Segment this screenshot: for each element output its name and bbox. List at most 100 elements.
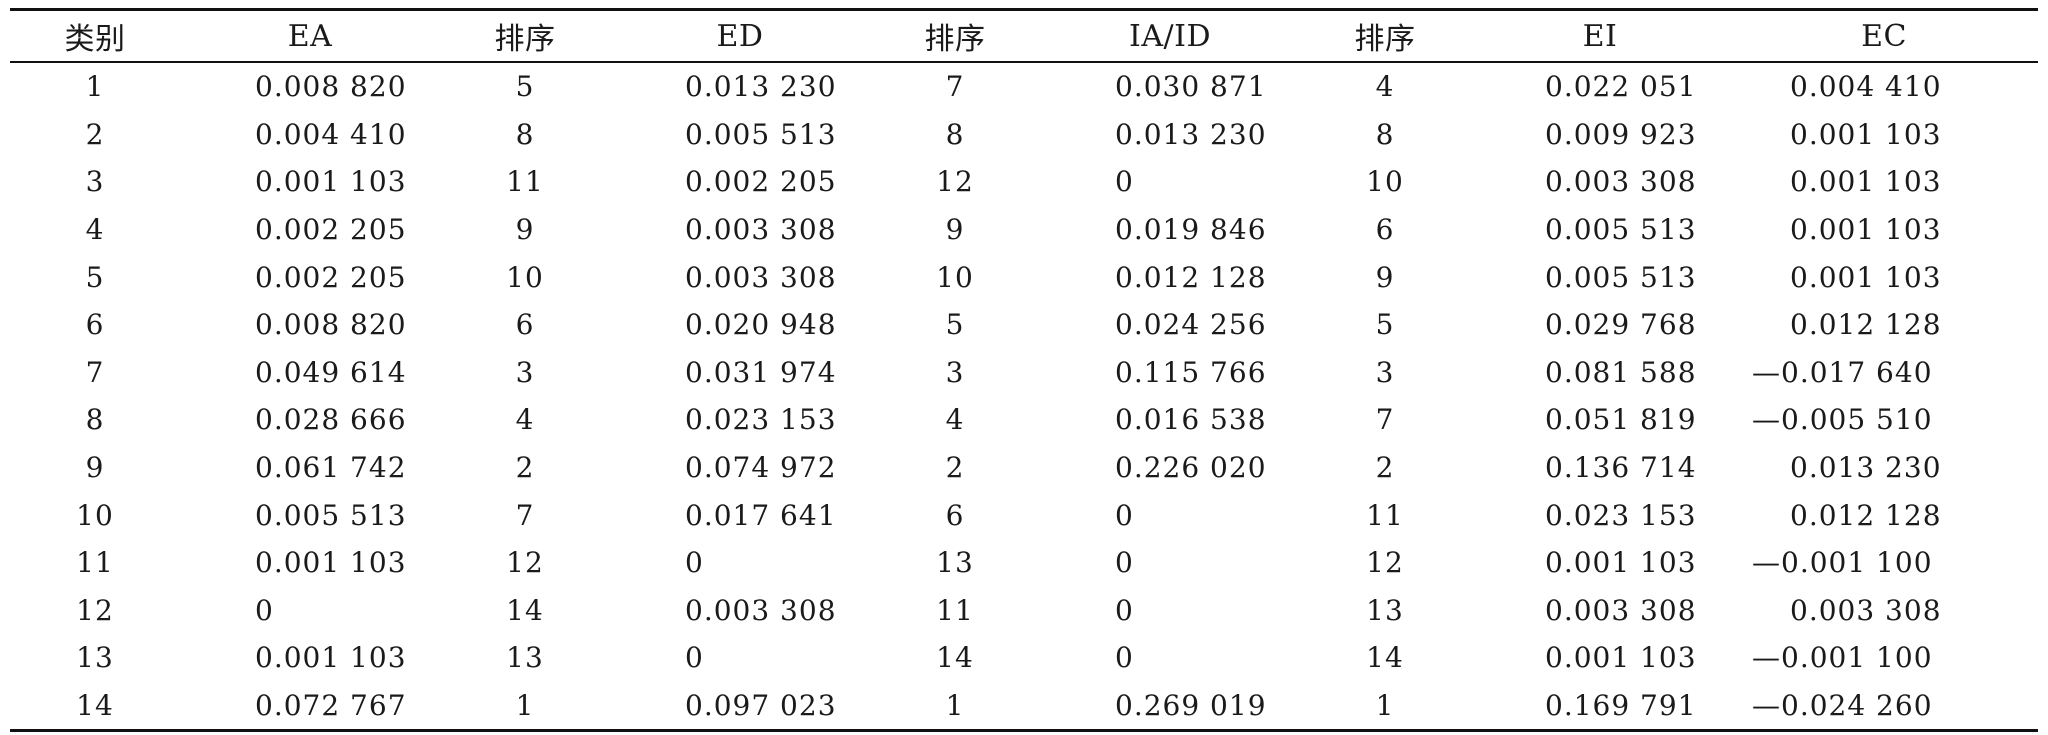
- cell-ec: 0.001 103: [1790, 165, 1942, 199]
- cell-ia-id: 0.013 230: [1115, 117, 1267, 151]
- cell-category: 1: [85, 70, 105, 104]
- cell-ei: 0.081 588: [1545, 355, 1697, 389]
- cell-rank-ea: 11: [506, 165, 544, 199]
- cell-ed: 0.003 308: [685, 593, 837, 627]
- table-row: 10 0.005 513 7 0.017 641 6 0 11 0.023 153 0.012 …: [10, 491, 2038, 539]
- cell-category: 3: [85, 165, 105, 199]
- cell-ec: 0.012 128: [1790, 308, 1942, 342]
- cell-rank-ea: 6: [515, 308, 535, 342]
- cell-ed: 0.023 153: [685, 403, 837, 437]
- cell-rank-ed: 7: [945, 70, 965, 104]
- header-ei: EI: [1582, 18, 1618, 54]
- cell-ea: 0.001 103: [255, 641, 407, 675]
- cell-category: 14: [76, 689, 114, 723]
- cell-rank-ia-id: 4: [1375, 70, 1395, 104]
- cell-rank-ea: 7: [515, 498, 535, 532]
- table-row: 12 0 14 0.003 308 11 0 13 0.003 308 0.003 308: [10, 587, 2038, 635]
- cell-ea: 0.061 742: [255, 451, 407, 485]
- cell-rank-ea: 14: [506, 593, 544, 627]
- cell-ed: 0.005 513: [685, 117, 837, 151]
- cell-category: 6: [85, 308, 105, 342]
- header-ec: EC: [1861, 18, 1907, 54]
- cell-ia-id: 0.226 020: [1115, 451, 1267, 485]
- cell-ea: 0.002 205: [255, 260, 407, 294]
- cell-rank-ia-id: 3: [1375, 355, 1395, 389]
- cell-ea: 0.004 410: [255, 117, 407, 151]
- cell-ed: 0: [685, 641, 704, 675]
- cell-rank-ia-id: 9: [1375, 260, 1395, 294]
- cell-ec: 0.004 410: [1790, 70, 1942, 104]
- cell-ei: 0.005 513: [1545, 213, 1697, 247]
- header-category: 类别: [64, 22, 126, 57]
- cell-ia-id: 0.269 019: [1115, 689, 1267, 723]
- cell-rank-ed: 9: [945, 213, 965, 247]
- cell-ea: 0.002 205: [255, 213, 407, 247]
- cell-ed: 0.031 974: [685, 355, 837, 389]
- cell-ia-id: 0: [1115, 498, 1134, 532]
- cell-rank-ia-id: 10: [1366, 165, 1404, 199]
- cell-rank-ia-id: 11: [1366, 498, 1404, 532]
- header-ia-id: IA/ID: [1128, 18, 1212, 54]
- cell-ei: 0.001 103: [1545, 546, 1697, 580]
- cell-ed: 0.017 641: [685, 498, 837, 532]
- cell-category: 13: [76, 641, 114, 675]
- cell-ed: 0.013 230: [685, 70, 837, 104]
- cell-ia-id: 0.030 871: [1115, 70, 1267, 104]
- table-row: 3 0.001 103 11 0.002 205 12 0 10 0.003 308 0.001…: [10, 158, 2038, 206]
- cell-ed: 0.002 205: [685, 165, 837, 199]
- cell-rank-ed: 10: [936, 260, 974, 294]
- table-row: 13 0.001 103 13 0 14 0 14 0.001 103 —0.001 100: [10, 634, 2038, 682]
- cell-ia-id: 0: [1115, 641, 1134, 675]
- cell-rank-ea: 10: [506, 260, 544, 294]
- cell-category: 10: [76, 498, 114, 532]
- cell-rank-ia-id: 1: [1375, 689, 1395, 723]
- table-row: 11 0.001 103 12 0 13 0 12 0.001 103 —0.001 100: [10, 539, 2038, 587]
- cell-ea: 0.008 820: [255, 308, 407, 342]
- data-table: 类别 EA 排序 ED 排序 IA/ID 排序 EI EC 1 0.008 820…: [10, 8, 2038, 732]
- cell-rank-ed: 12: [936, 165, 974, 199]
- cell-category: 7: [85, 355, 105, 389]
- cell-ia-id: 0.115 766: [1115, 355, 1267, 389]
- cell-rank-ea: 12: [506, 546, 544, 580]
- table-row: 8 0.028 666 4 0.023 153 4 0.016 538 7 0.051 819…: [10, 396, 2038, 444]
- cell-ea: 0: [255, 593, 274, 627]
- header-rank-ea: 排序: [494, 22, 556, 57]
- cell-ec: 0.013 230: [1790, 451, 1942, 485]
- cell-rank-ea: 5: [515, 70, 535, 104]
- cell-ea: 0.072 767: [255, 689, 407, 723]
- cell-ed: 0.020 948: [685, 308, 837, 342]
- cell-ec: 0.001 103: [1790, 213, 1942, 247]
- table-row: 6 0.008 820 6 0.020 948 5 0.024 256 5 0.029 768…: [10, 301, 2038, 349]
- cell-rank-ed: 3: [945, 355, 965, 389]
- header-rank-ia-id: 排序: [1354, 22, 1416, 57]
- cell-rank-ed: 6: [945, 498, 965, 532]
- cell-rank-ed: 1: [945, 689, 965, 723]
- table-row: 14 0.072 767 1 0.097 023 1 0.269 019 1 0.169 79…: [10, 682, 2038, 731]
- cell-rank-ea: 4: [515, 403, 535, 437]
- cell-ec: —0.005 510: [1752, 403, 1933, 437]
- cell-rank-ed: 4: [945, 403, 965, 437]
- cell-category: 9: [85, 451, 105, 485]
- cell-rank-ia-id: 13: [1366, 593, 1404, 627]
- data-table-container: 类别 EA 排序 ED 排序 IA/ID 排序 EI EC 1 0.008 820…: [10, 8, 2038, 732]
- cell-ea: 0.005 513: [255, 498, 407, 532]
- cell-rank-ed: 8: [945, 117, 965, 151]
- cell-ei: 0.003 308: [1545, 593, 1697, 627]
- cell-category: 5: [85, 260, 105, 294]
- cell-ed: 0.003 308: [685, 260, 837, 294]
- cell-ec: 0.003 308: [1790, 593, 1942, 627]
- cell-rank-ed: 14: [936, 641, 974, 675]
- cell-ec: —0.017 640: [1752, 355, 1933, 389]
- cell-ec: 0.001 103: [1790, 260, 1942, 294]
- cell-ec: —0.001 100: [1752, 546, 1933, 580]
- table-row: 2 0.004 410 8 0.005 513 8 0.013 230 8 0.009 923…: [10, 111, 2038, 159]
- cell-ei: 0.051 819: [1545, 403, 1697, 437]
- cell-rank-ia-id: 12: [1366, 546, 1404, 580]
- cell-rank-ea: 1: [515, 689, 535, 723]
- cell-ia-id: 0: [1115, 546, 1134, 580]
- cell-ia-id: 0: [1115, 165, 1134, 199]
- cell-rank-ea: 8: [515, 117, 535, 151]
- cell-ia-id: 0.019 846: [1115, 213, 1267, 247]
- cell-ec: 0.012 128: [1790, 498, 1942, 532]
- cell-ei: 0.029 768: [1545, 308, 1697, 342]
